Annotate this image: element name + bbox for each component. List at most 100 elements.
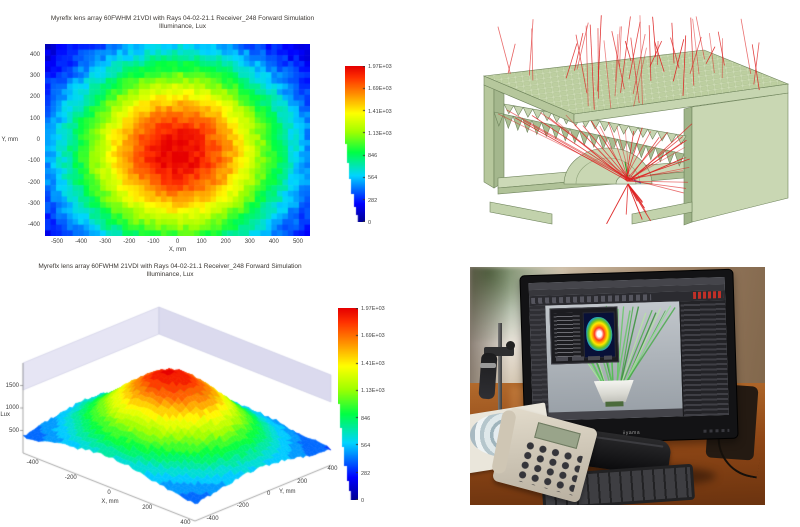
- irradiance-dialog: [549, 306, 620, 365]
- tick-label: 200: [297, 478, 308, 485]
- red-ray: [740, 18, 752, 74]
- bottom-lip-right: [631, 201, 693, 225]
- red-ray: [619, 26, 622, 67]
- cad-module-ray-trace: [478, 12, 798, 247]
- tick-label: 0: [361, 498, 365, 504]
- monitor-screen: [528, 276, 729, 422]
- red-ray: [548, 117, 629, 181]
- tick-label: -400: [206, 515, 219, 522]
- red-ray: [627, 180, 687, 189]
- irradiance-blob: [585, 316, 613, 352]
- tick-label: 100: [29, 115, 40, 122]
- red-ray: [628, 21, 641, 80]
- red-ray: [654, 41, 665, 72]
- red-ray: [557, 121, 628, 182]
- tick-label: 400: [327, 466, 338, 473]
- red-ray: [652, 16, 657, 58]
- red-ray: [585, 25, 589, 107]
- red-ray-bundle: [497, 15, 760, 225]
- chart-title: Myreflx lens array 60FWHM 21VDI with Ray…: [50, 15, 315, 22]
- red-ray: [692, 18, 700, 75]
- microscope-body: [478, 352, 498, 400]
- tick-label: 500: [8, 427, 19, 434]
- dialog-buttons: [555, 355, 613, 362]
- right-tree-panel: [679, 299, 729, 417]
- tick-label: Y, mm: [1, 137, 18, 143]
- tick-label: 0: [107, 490, 111, 496]
- tick-label: 564: [361, 443, 371, 450]
- red-ray: [633, 47, 647, 107]
- tick-label: 0: [36, 137, 40, 143]
- red-ray: [625, 183, 629, 215]
- tick-label: 1.13E+03: [361, 388, 385, 395]
- tick-label: 846: [361, 415, 371, 422]
- chart-title: Myreflx lens array 60FWHM 21VDI with Ray…: [38, 263, 302, 270]
- red-ray: [629, 146, 686, 180]
- red-ray: [648, 25, 652, 81]
- red-ray: [625, 131, 635, 180]
- tick-label: 200: [29, 94, 40, 101]
- red-ray: [624, 129, 630, 182]
- red-ray: [514, 117, 628, 181]
- red-ray: [628, 141, 684, 181]
- red-ray: [606, 183, 629, 225]
- triad-z-axis-icon: [624, 161, 629, 179]
- tick-label: 846: [368, 153, 378, 160]
- irradiance-map-frame: [582, 311, 617, 359]
- monitor: iiyama: [519, 268, 739, 446]
- red-ray: [625, 131, 668, 181]
- red-ray: [575, 34, 588, 94]
- red-ray: [672, 39, 685, 82]
- red-ray: [649, 40, 663, 67]
- tick-label: 300: [244, 239, 255, 245]
- bottom-lip-left: [489, 201, 553, 225]
- tick-label: 282: [361, 470, 371, 477]
- tick-label: 100: [196, 239, 207, 245]
- red-ray: [628, 178, 684, 194]
- red-ray: [625, 127, 643, 180]
- tick-label: -200: [27, 179, 40, 186]
- red-ray: [639, 15, 643, 105]
- tick-label: 1.13E+03: [368, 130, 392, 137]
- tick-label: 400: [268, 239, 279, 245]
- red-ray: [753, 42, 760, 85]
- sawtooth-row-front: [493, 111, 685, 167]
- red-ray: [624, 131, 652, 179]
- red-ray: [657, 40, 659, 65]
- red-ray: [497, 26, 511, 74]
- tick-label: -200: [64, 474, 77, 481]
- red-ray: [599, 125, 629, 182]
- red-ray: [627, 158, 690, 181]
- microscope-ring: [480, 363, 496, 368]
- tick-label: -100: [147, 239, 160, 245]
- red-ray: [531, 115, 629, 180]
- red-ray: [630, 37, 640, 104]
- left-inner-wall: [493, 88, 505, 189]
- red-ray: [627, 183, 643, 220]
- tick-label: 282: [368, 197, 378, 204]
- tick-label: 1.69E+03: [361, 333, 385, 340]
- red-ray: [632, 34, 646, 95]
- toolbar-red-icons: [692, 291, 724, 299]
- tick-label: 400: [180, 520, 191, 527]
- microscope-arm: [484, 347, 514, 356]
- tick-label: Lux: [0, 412, 10, 418]
- tick-label: 0: [175, 239, 180, 245]
- red-ray: [523, 120, 629, 180]
- tick-label: -200: [236, 503, 249, 510]
- chart-subtitle: Illuminance, Lux: [159, 23, 206, 30]
- dialog-text-lines: [553, 312, 581, 358]
- red-ray: [690, 17, 695, 86]
- cad-render: [482, 15, 790, 226]
- red-ray: [670, 37, 680, 69]
- red-ray: [717, 31, 725, 66]
- tick-label: Y, mm: [279, 489, 296, 495]
- red-ray: [705, 46, 716, 64]
- red-ray: [627, 183, 652, 222]
- surface-plot-canvas: [5, 284, 335, 526]
- red-ray: [597, 28, 599, 99]
- red-ray: [628, 136, 684, 181]
- chart-title-block: Myreflx lens array 60FWHM 21VDI with Ray…: [5, 263, 335, 279]
- red-ray: [695, 16, 705, 60]
- tick-label: 300: [29, 73, 40, 79]
